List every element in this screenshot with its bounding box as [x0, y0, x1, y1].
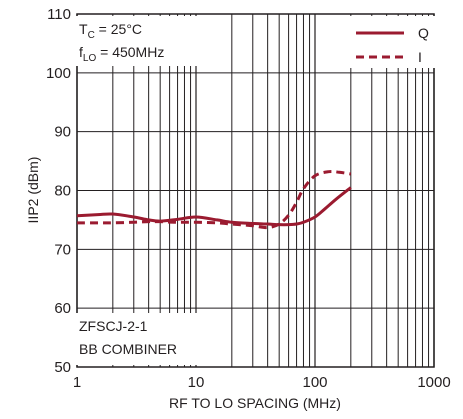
y-tick-label: 110	[47, 6, 71, 23]
combiner-line1: ZFSCJ-2-1	[79, 318, 148, 334]
y-tick-label: 50	[54, 359, 71, 376]
x-tick-label: 1000	[417, 374, 450, 391]
combiner-line2: BB COMBINER	[79, 341, 177, 357]
y-tick-label: 80	[54, 183, 71, 200]
tc-annotation: TC = 25°C	[79, 21, 142, 41]
plot-border	[76, 13, 435, 368]
x-tick-label: 100	[302, 374, 327, 391]
y-tick-label: 100	[46, 65, 71, 82]
conditions-box	[75, 16, 217, 66]
x-tick-label: 1	[73, 374, 81, 391]
legend-box	[350, 16, 440, 68]
plot-frame	[76, 13, 435, 368]
flo-annotation: fLO = 450MHz	[79, 44, 164, 64]
y-tick-label: 70	[54, 241, 71, 258]
x-axis-title: RF TO LO SPACING (MHz)	[169, 395, 341, 411]
combiner-box	[75, 313, 207, 365]
y-axis-title: IIP2 (dBm)	[25, 157, 41, 224]
x-tick-label: 10	[188, 374, 205, 391]
y-tick-label: 60	[54, 300, 71, 317]
series-line-q	[76, 186, 352, 227]
series	[76, 169, 352, 230]
legend-label-i: I	[418, 49, 422, 65]
y-tick-label: 90	[54, 124, 71, 141]
series-line-i	[77, 169, 352, 230]
legend-label-q: Q	[418, 25, 429, 41]
